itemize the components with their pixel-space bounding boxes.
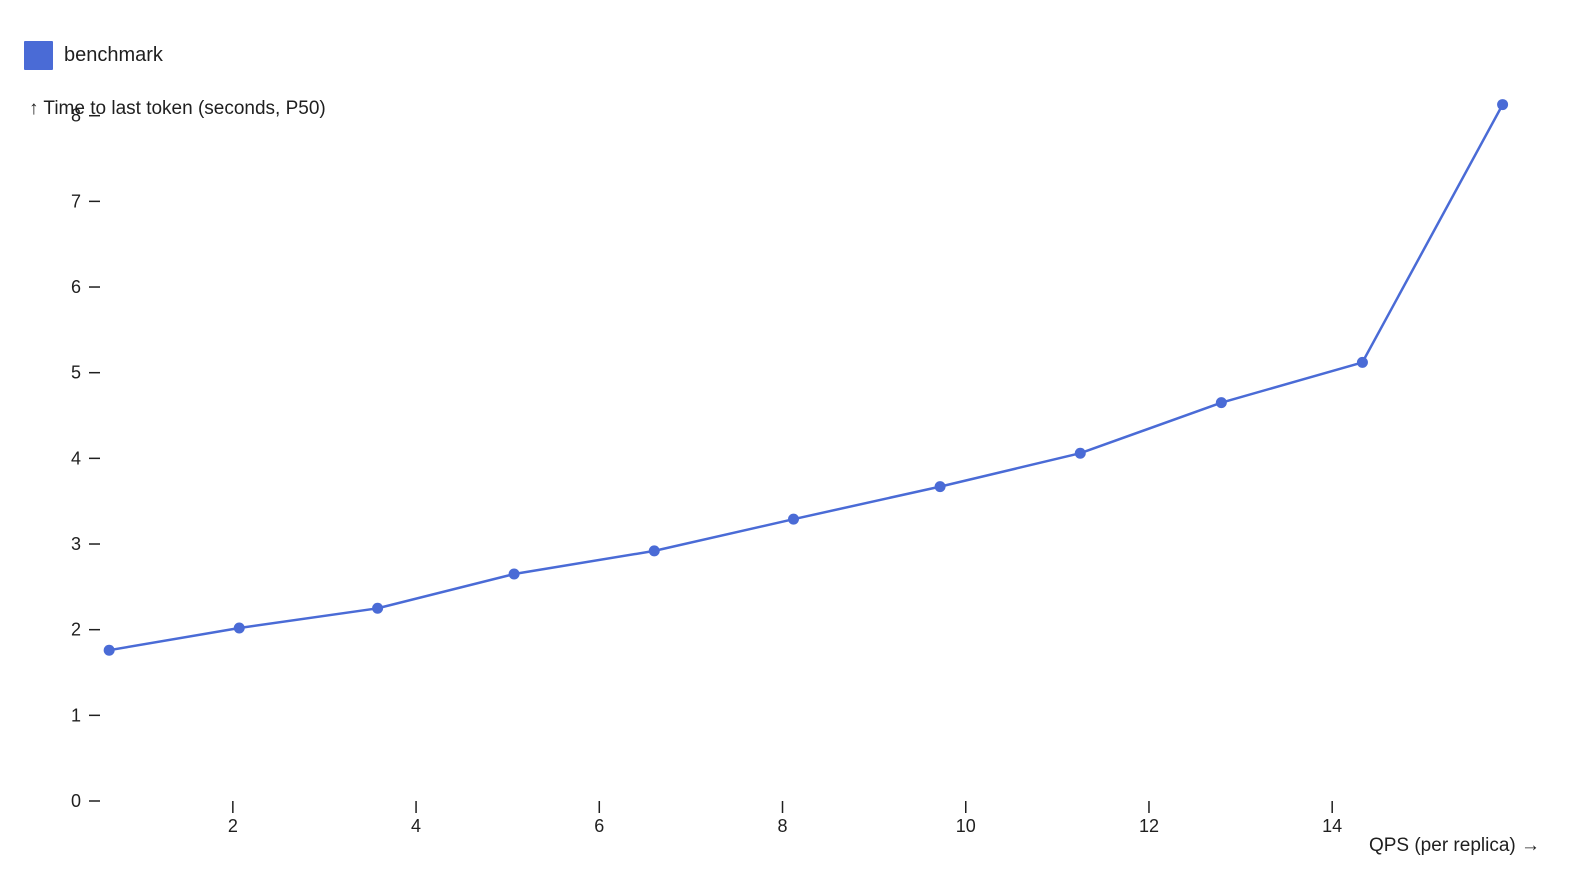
- legend: benchmark: [24, 39, 163, 71]
- data-point[interactable]: [934, 481, 946, 493]
- y-tick-label: 3: [71, 534, 81, 554]
- x-tick-label: 6: [594, 816, 604, 836]
- x-tick-label: 14: [1322, 816, 1342, 836]
- series-layer: [103, 99, 1509, 656]
- y-tick-label: 1: [71, 705, 81, 725]
- data-point[interactable]: [372, 602, 384, 614]
- x-tick-label: 4: [411, 816, 421, 836]
- data-point[interactable]: [788, 513, 800, 525]
- data-point[interactable]: [508, 568, 520, 580]
- legend-label: benchmark: [64, 44, 163, 66]
- y-tick-label: 5: [71, 363, 81, 383]
- legend-swatch: [24, 40, 53, 70]
- data-point[interactable]: [1497, 99, 1509, 111]
- x-tick-label: 12: [1139, 816, 1159, 836]
- y-tick-label: 4: [71, 448, 81, 468]
- x-axis-title: QPS (per replica) →: [1368, 835, 1540, 856]
- y-tick-label: 0: [71, 791, 81, 811]
- x-tick-label: 2: [228, 816, 238, 836]
- data-point[interactable]: [233, 622, 245, 634]
- y-axis-title: ↑ Time to last token (seconds, P50): [29, 98, 326, 119]
- data-point[interactable]: [1215, 397, 1227, 409]
- data-point[interactable]: [103, 644, 115, 656]
- x-tick-label: 8: [778, 816, 788, 836]
- series-line: [107, 103, 1504, 652]
- y-tick-label: 8: [71, 106, 81, 126]
- data-point[interactable]: [648, 545, 660, 557]
- data-point[interactable]: [1074, 447, 1086, 459]
- x-tick-label: 10: [956, 816, 976, 836]
- data-point[interactable]: [1356, 356, 1368, 368]
- x-axis: 2 4 6 8 10 12 14: [228, 801, 1342, 836]
- y-axis: 0 1 2 3 4 5 6 7 8: [71, 106, 100, 811]
- y-tick-label: 2: [71, 620, 81, 640]
- y-tick-label: 6: [71, 277, 81, 297]
- y-tick-label: 7: [71, 191, 81, 211]
